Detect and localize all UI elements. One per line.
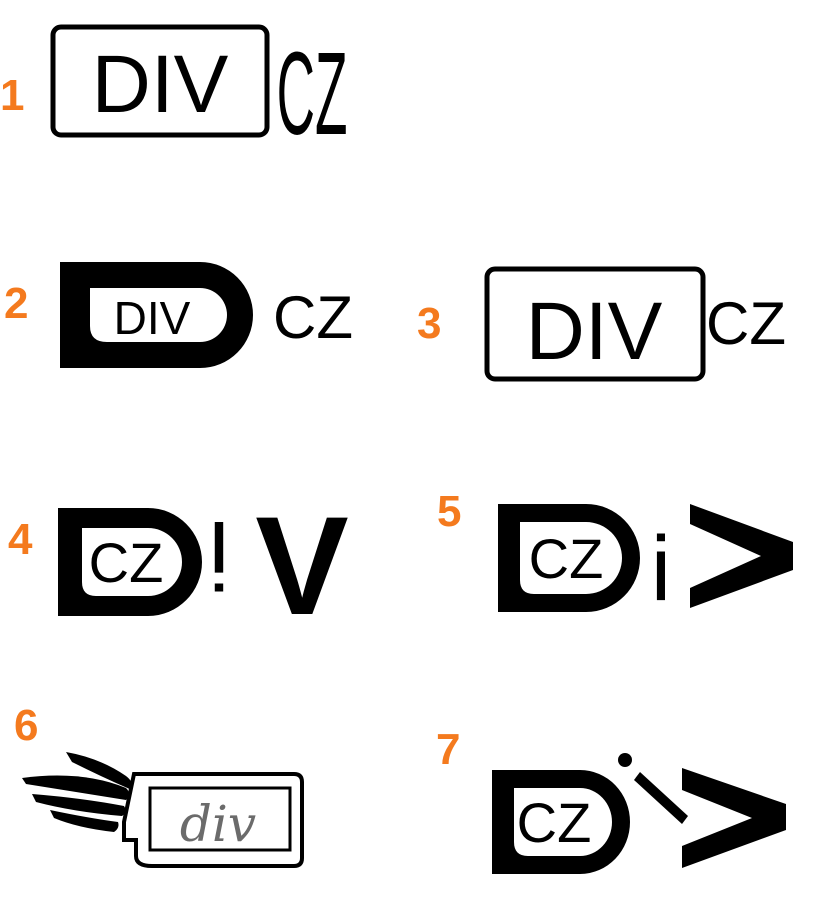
logo-d-shape [492, 770, 630, 874]
variant-number-3: 3 [417, 299, 442, 348]
logo-text-div: DIV [92, 39, 229, 130]
logo-letter-v: V [255, 487, 348, 644]
logo-d-shape [498, 504, 640, 612]
logo-d-shape [58, 508, 202, 616]
logo-inner-cz: CZ [89, 531, 164, 594]
variant-number-1: 1 [0, 71, 25, 120]
logo-variant-6: div [22, 752, 304, 868]
logo-inner-cz: CZ [517, 791, 592, 854]
logo-d-shape [60, 262, 253, 368]
logo-i-dot [618, 753, 632, 767]
variant-number-7: 7 [436, 725, 461, 774]
variant-number-2: 2 [4, 279, 29, 328]
logo-variant-2: DIV CZ [60, 262, 353, 368]
variant-number-6: 6 [14, 701, 39, 750]
logo-text-div: DIV [526, 286, 663, 377]
logo-variant-5: CZ i [498, 504, 793, 620]
logo-suffix-cz: CZ [706, 290, 786, 357]
logo-variant-4: CZ i V [58, 487, 349, 644]
logo-text-div: div [180, 795, 256, 853]
logo-i-stem [634, 772, 688, 824]
logo-letter-i: i [651, 518, 671, 620]
logo-frame [50, 24, 270, 138]
wing-icon [22, 752, 133, 832]
logo-variant-1: DIV CZ [50, 24, 347, 160]
logo-frame [484, 266, 706, 382]
logo-inner-frame [148, 786, 292, 852]
logo-text-div: DIV [114, 292, 191, 344]
logo-suffix-cz: CZ [277, 28, 348, 160]
chevron-icon [682, 768, 786, 868]
variant-number-4: 4 [8, 515, 33, 564]
logo-inner-cz: CZ [529, 527, 604, 590]
logo-variant-3: DIV CZ [484, 266, 786, 382]
chevron-icon [690, 504, 793, 608]
logo-variant-7: CZ [492, 753, 786, 874]
variant-number-5: 5 [437, 487, 462, 536]
logo-suffix-cz: CZ [273, 284, 353, 351]
logo-letter-i: i [208, 501, 229, 608]
